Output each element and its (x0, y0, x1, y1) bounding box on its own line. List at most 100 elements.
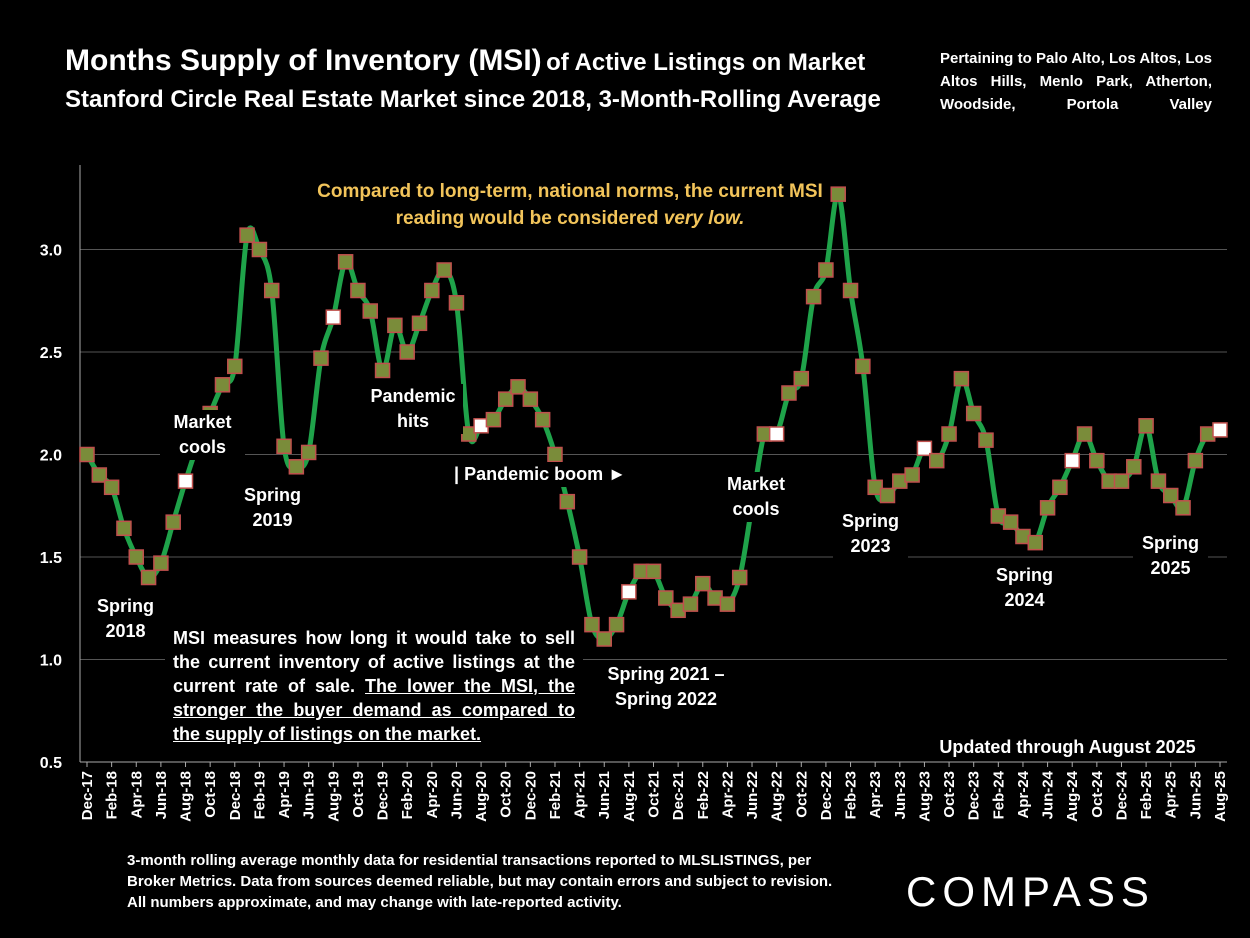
annotation-pandemic-hits: Pandemic hits (363, 384, 463, 434)
data-point (1089, 452, 1105, 469)
data-point (1052, 479, 1068, 496)
x-tick-label: Feb-25 (1138, 771, 1155, 819)
x-tick-label: Oct-21 (646, 771, 663, 818)
x-tick-label: Oct-24 (1089, 770, 1106, 817)
data-point (645, 563, 662, 580)
data-point (288, 459, 305, 475)
data-point (904, 467, 920, 483)
data-point (436, 262, 452, 278)
annotation-spring2023: Spring 2023 (833, 509, 908, 559)
x-tick-label: Dec-23 (966, 771, 983, 820)
annotation-spring2021-22: Spring 2021 – Spring 2022 (596, 662, 736, 712)
data-point (1076, 426, 1093, 442)
title-main: Months Supply of Inventory (MSI) (65, 44, 542, 77)
x-tick-label: Oct-23 (941, 771, 958, 818)
x-tick-label: Apr-19 (276, 771, 293, 819)
pertaining-areas: Pertaining to Palo Alto, Los Altos, Los … (940, 50, 1212, 113)
data-point (337, 254, 354, 270)
data-point (263, 282, 280, 299)
x-tick-label: Feb-18 (104, 771, 121, 819)
data-point-highlight (1212, 422, 1228, 438)
x-tick-label: Feb-23 (843, 771, 860, 819)
compare-note-emphasis: very low. (663, 208, 745, 229)
data-point (867, 479, 883, 496)
x-tick-label: Dec-21 (670, 771, 687, 820)
x-tick-label: Jun-22 (744, 771, 761, 819)
x-tick-label: Apr-18 (128, 771, 145, 819)
data-point (485, 411, 502, 428)
data-point (571, 549, 588, 565)
annotation-line: 2024 (1004, 590, 1045, 610)
data-point (239, 227, 255, 243)
msi-note-text: MSI measures how long it would take to s… (173, 628, 575, 696)
annotation-line: Spring (842, 511, 899, 531)
data-point (781, 385, 797, 401)
data-point (929, 452, 945, 469)
data-point-highlight (916, 440, 933, 457)
data-point (510, 379, 526, 395)
data-point (300, 444, 317, 461)
msi-note-underlined: The lower the MSI, the stronger the buye… (173, 676, 575, 744)
data-point (1027, 534, 1044, 551)
data-point (350, 282, 366, 299)
y-tick-label: 0.5 (40, 755, 62, 772)
data-point (1002, 514, 1019, 530)
x-tick-label: Apr-22 (719, 771, 736, 819)
data-point (1175, 500, 1191, 516)
annotation-line: Market (726, 474, 786, 494)
annotation-line: | Pandemic boom ► (454, 464, 626, 484)
x-tick-label: Feb-20 (399, 771, 416, 819)
data-point (424, 282, 440, 299)
data-point (1162, 487, 1179, 504)
data-point (276, 438, 292, 455)
data-point (522, 391, 539, 407)
annotation-line: hits (396, 411, 429, 431)
annotation-line: Spring 2021 – (607, 664, 725, 684)
annotation-line: Market (173, 412, 232, 432)
data-point (596, 631, 612, 647)
data-point (658, 590, 674, 606)
annotation-market-cools-1: Market cools (160, 410, 245, 460)
data-point (719, 596, 736, 612)
data-point (941, 426, 957, 442)
x-tick-label: Apr-24 (1015, 770, 1032, 818)
data-point (965, 405, 982, 422)
x-tick-label: Jun-21 (596, 771, 613, 819)
x-tick-label: Oct-18 (202, 771, 219, 818)
x-tick-label: Aug-25 (1212, 771, 1229, 822)
x-tick-label: Apr-20 (424, 771, 441, 819)
x-tick-label: Feb-22 (695, 771, 712, 819)
annotation-line: Spring 2022 (614, 689, 718, 709)
x-tick-label: Aug-20 (473, 771, 490, 822)
data-point-highlight (177, 473, 194, 489)
data-point (855, 358, 871, 375)
y-tick-label: 1.0 (40, 653, 62, 670)
data-point (362, 303, 378, 319)
y-tick-label: 1.5 (40, 550, 62, 567)
data-point (793, 370, 810, 387)
data-point (559, 493, 576, 510)
x-tick-label: Feb-19 (251, 771, 268, 819)
data-point (140, 569, 157, 586)
x-tick-label: Jun-18 (153, 771, 170, 819)
x-tick-label: Aug-24 (1064, 770, 1081, 821)
annotation-spring2018: Spring 2018 (88, 594, 163, 644)
data-point (91, 467, 108, 483)
x-tick-label: Feb-24 (990, 770, 1007, 819)
annotation-market-cools-2: Market cools (716, 472, 796, 522)
data-point (411, 315, 428, 332)
x-tick-label: Apr-23 (867, 771, 884, 819)
x-tick-label: Aug-23 (916, 771, 933, 822)
data-point (1138, 418, 1154, 434)
data-point (608, 616, 625, 633)
data-point (830, 186, 846, 202)
data-point-highlight (768, 426, 785, 442)
data-point (153, 555, 169, 571)
data-point (953, 370, 970, 387)
data-point (448, 295, 465, 311)
y-tick-label: 3.0 (40, 243, 62, 260)
data-point (695, 575, 711, 592)
x-tick-label: Apr-25 (1163, 771, 1180, 819)
x-tick-label: Jun-24 (1040, 770, 1057, 819)
annotation-line: Spring (1142, 533, 1199, 553)
